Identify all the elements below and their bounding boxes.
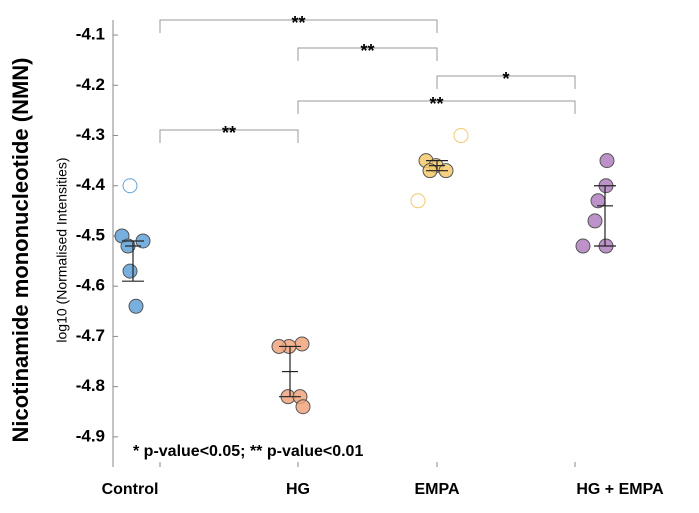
y-tick-label: -4.7: [76, 326, 105, 345]
data-point: [587, 213, 603, 229]
y-tick-label: -4.1: [76, 25, 105, 44]
y-tick-label: -4.2: [76, 75, 105, 94]
data-point: [410, 193, 426, 209]
data-point: [295, 399, 311, 415]
y-axis-sublabel: log10 (Normalised Intensities): [54, 157, 70, 342]
data-point: [453, 128, 469, 144]
data-point: [122, 178, 138, 194]
significance-bracket: [436, 75, 576, 89]
significance-label: **: [222, 123, 236, 143]
data-point: [599, 153, 615, 169]
significance-bracket: [159, 129, 299, 143]
data-point: [294, 336, 310, 352]
significance-label: **: [360, 41, 374, 61]
note: * p-value<0.05; ** p-value<0.01: [133, 443, 363, 460]
x-tick-label: Control: [102, 481, 159, 498]
x-tick-label: EMPA: [414, 481, 459, 498]
significance-label: **: [429, 94, 443, 114]
y-tick-label: -4.5: [76, 225, 105, 244]
y-tick-label: -4.4: [76, 175, 106, 194]
data-point: [122, 263, 138, 279]
x-tick-label: HG + EMPA: [576, 481, 664, 498]
data-point: [128, 298, 144, 314]
significance-bracket: [297, 47, 438, 61]
y-tick-label: -4.9: [76, 426, 105, 445]
significance-bracket: [297, 100, 576, 114]
y-axis-label: Nicotinamide mononucleotide (NMN): [8, 58, 33, 443]
x-tick-label: HG: [286, 481, 310, 498]
significance-label: *: [502, 69, 509, 89]
y-tick-label: -4.6: [76, 276, 105, 295]
significance-bracket: [159, 19, 438, 33]
y-tick-label: -4.3: [76, 125, 105, 144]
significance-label: **: [291, 13, 305, 33]
y-tick-label: -4.8: [76, 376, 105, 395]
data-point: [575, 238, 591, 254]
